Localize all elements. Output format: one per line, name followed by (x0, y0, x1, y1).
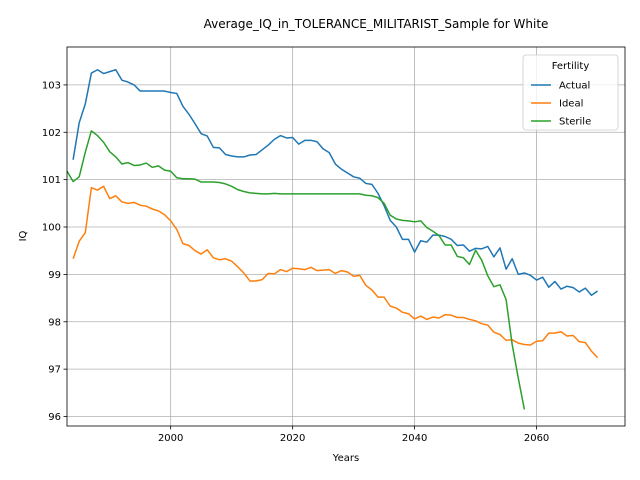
y-tick-label: 102 (42, 128, 61, 139)
x-tick-label: 2040 (402, 433, 427, 444)
y-tick-label: 96 (48, 412, 61, 423)
legend-label-actual: Actual (559, 81, 590, 92)
series-line-sterile (66, 130, 526, 410)
legend-title: Fertility (552, 61, 590, 72)
y-tick-label: 100 (42, 223, 61, 234)
y-tick-label: 103 (42, 80, 61, 91)
x-axis-label: Years (332, 453, 359, 464)
y-tick-label: 97 (48, 365, 61, 376)
x-tick-label: 2000 (158, 433, 183, 444)
legend-label-ideal: Ideal (559, 99, 583, 110)
x-tick-label: 2020 (280, 433, 305, 444)
legend-box (522, 54, 619, 131)
legend-label-sterile: Sterile (559, 117, 591, 128)
series-layer (66, 68, 599, 410)
series-line-ideal (72, 185, 599, 359)
axis-ticks: 2000 2020 2040 2060 96 97 98 99 100 101 102 103 (42, 80, 549, 444)
y-tick-label: 98 (48, 317, 61, 328)
y-tick-label: 101 (42, 175, 61, 186)
series-line-actual (72, 68, 598, 296)
plot-frame (66, 46, 626, 427)
chart-title: Average_IQ_in_TOLERANCE_MILITARIST_Sampl… (204, 17, 549, 31)
y-tick-label: 99 (48, 270, 61, 281)
y-axis-label: IQ (18, 230, 29, 241)
x-tick-label: 2060 (524, 433, 549, 444)
legend: Fertility Actual Ideal Sterile (522, 54, 619, 131)
grid (67, 47, 625, 426)
